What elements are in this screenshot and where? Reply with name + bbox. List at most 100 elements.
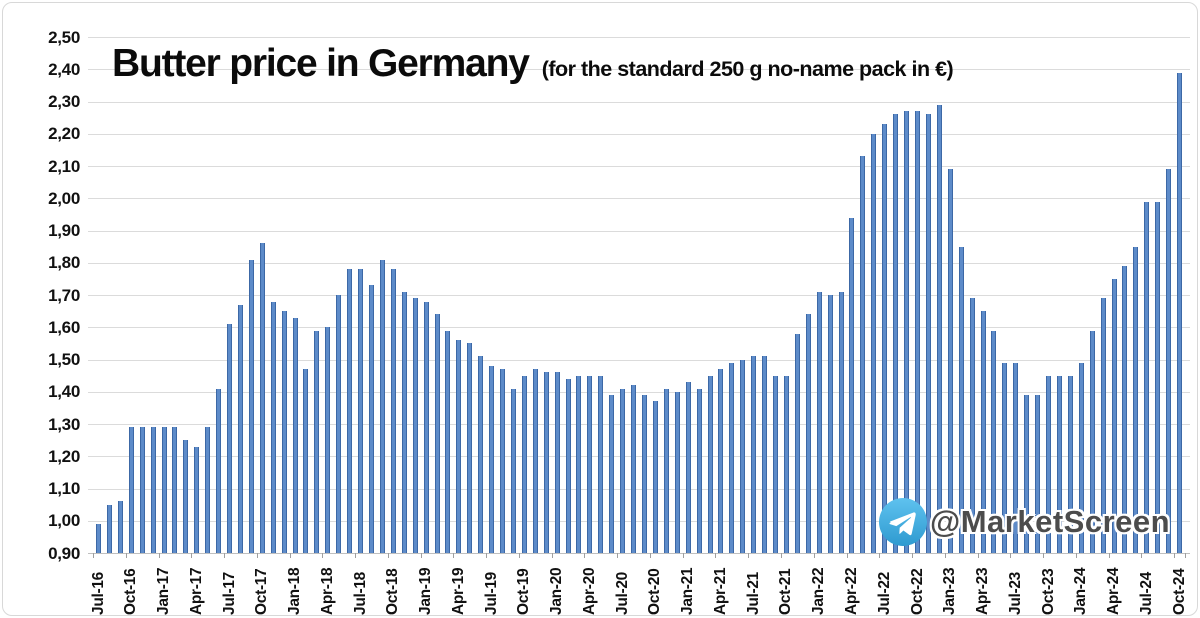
axis-tick: [420, 553, 422, 558]
bar-Aug-19: [500, 369, 505, 553]
bar-Oct-19: [521, 375, 527, 553]
bar-Sep-21: [773, 375, 778, 553]
axis-tick: [93, 553, 94, 558]
x-axis-label: Oct-17: [253, 568, 271, 615]
bar-Jun-17: [216, 388, 222, 553]
bar-Aug-16: [106, 504, 112, 553]
x-axis-label: Jan-18: [286, 567, 303, 615]
bar-Oct-16: [128, 427, 134, 553]
axis-tick: [584, 553, 586, 558]
gridline: [88, 424, 1190, 425]
watermark: @MarketScreen: [879, 498, 1170, 546]
axis-tick: [1174, 553, 1176, 558]
bar-Jun-23: [1002, 362, 1008, 553]
bar-Nov-23: [1056, 375, 1062, 553]
axis-tick: [289, 553, 291, 558]
x-axis-label: Jan-17: [155, 567, 172, 615]
bar-May-17: [205, 427, 211, 553]
axis-tick: [781, 553, 782, 558]
bar-Sep-18: [379, 259, 385, 553]
bar-Jan-24: [1078, 362, 1084, 553]
bar-Jan-22: [816, 291, 822, 553]
x-axis-label: Jan-19: [417, 567, 435, 615]
bar-Dec-16: [150, 427, 156, 553]
bar-Feb-21: [696, 388, 702, 553]
bar-Aug-24: [1155, 201, 1161, 553]
bar-Nov-22: [925, 114, 931, 553]
gridline: [88, 37, 1190, 38]
y-axis-label: 2,30: [48, 92, 80, 111]
bar-Jul-22: [882, 124, 888, 553]
bar-Nov-16: [139, 427, 145, 553]
axis-tick: [1185, 553, 1186, 558]
bar-Apr-24: [1111, 278, 1117, 553]
x-axis-label: Jan-24: [1072, 567, 1090, 615]
bar-Feb-17: [172, 427, 178, 553]
bar-Sep-23: [1035, 395, 1041, 553]
gridline: [88, 69, 1190, 71]
gridline: [88, 133, 1190, 135]
bar-Aug-18: [369, 285, 374, 553]
x-axis-label: Apr-24: [1105, 567, 1122, 615]
bar-Jun-24: [1133, 246, 1139, 553]
bar-Oct-24: [1177, 72, 1182, 553]
y-axis-label: 1,10: [48, 479, 80, 498]
bar-Jul-16: [96, 524, 101, 553]
bar-Oct-17: [259, 243, 265, 553]
gridline: [88, 101, 1190, 103]
x-axis-label: Oct-16: [122, 568, 140, 615]
x-axis-label: Jan-22: [810, 567, 828, 615]
bar-Oct-23: [1046, 375, 1051, 553]
bar-Jan-17: [161, 427, 167, 553]
bar-Aug-21: [762, 356, 768, 553]
bar-Feb-20: [565, 378, 571, 553]
x-axis-label: Oct-24: [1170, 568, 1188, 615]
y-axis-label: 1,60: [48, 317, 80, 337]
y-axis-label: 2,00: [48, 188, 80, 208]
axis-tick: [518, 553, 520, 558]
y-axis-label: 1,20: [48, 446, 80, 466]
bar-May-21: [729, 362, 735, 553]
bar-Jul-20: [620, 388, 626, 553]
gridline: [88, 166, 1190, 167]
x-axis-label: Jul-16: [89, 572, 107, 615]
bar-Apr-23: [980, 311, 986, 553]
bar-May-19: [467, 343, 473, 553]
y-axis-label: 1,90: [48, 221, 80, 240]
x-axis-label: Jul-24: [1137, 572, 1155, 615]
bar-May-20: [598, 375, 604, 553]
bar-Jan-20: [554, 372, 560, 553]
x-axis-line: [88, 553, 1190, 554]
bar-Nov-21: [794, 333, 800, 553]
axis-tick: [256, 553, 258, 558]
axis-tick: [715, 553, 717, 558]
x-axis-label: Jul-18: [351, 572, 369, 615]
bar-Aug-22: [893, 114, 899, 553]
bar-Jun-20: [609, 395, 615, 553]
bar-Sep-22: [904, 111, 909, 553]
gridline: [88, 391, 1190, 393]
bar-Jun-18: [347, 269, 353, 553]
bar-May-18: [336, 295, 342, 553]
bar-Aug-17: [237, 304, 243, 553]
gridline: [88, 198, 1190, 200]
bar-Apr-19: [456, 340, 462, 553]
bar-Dec-17: [281, 311, 287, 553]
axis-tick: [191, 553, 193, 558]
axis-tick: [1141, 553, 1143, 558]
y-axis-label: 1,30: [48, 414, 80, 434]
bar-Dec-23: [1067, 375, 1073, 553]
gridline: [88, 295, 1190, 296]
bar-Mar-22: [838, 291, 844, 553]
bar-Jan-19: [423, 301, 429, 553]
bar-Dec-20: [674, 391, 680, 553]
bar-Dec-21: [805, 314, 811, 553]
x-axis-label: Oct-22: [908, 568, 926, 615]
bar-Sep-17: [248, 259, 254, 553]
bar-Nov-19: [532, 369, 538, 553]
bar-Oct-22: [915, 111, 920, 553]
axis-tick: [649, 553, 651, 558]
axis-tick: [355, 553, 357, 558]
x-axis-label: Apr-18: [318, 567, 336, 615]
